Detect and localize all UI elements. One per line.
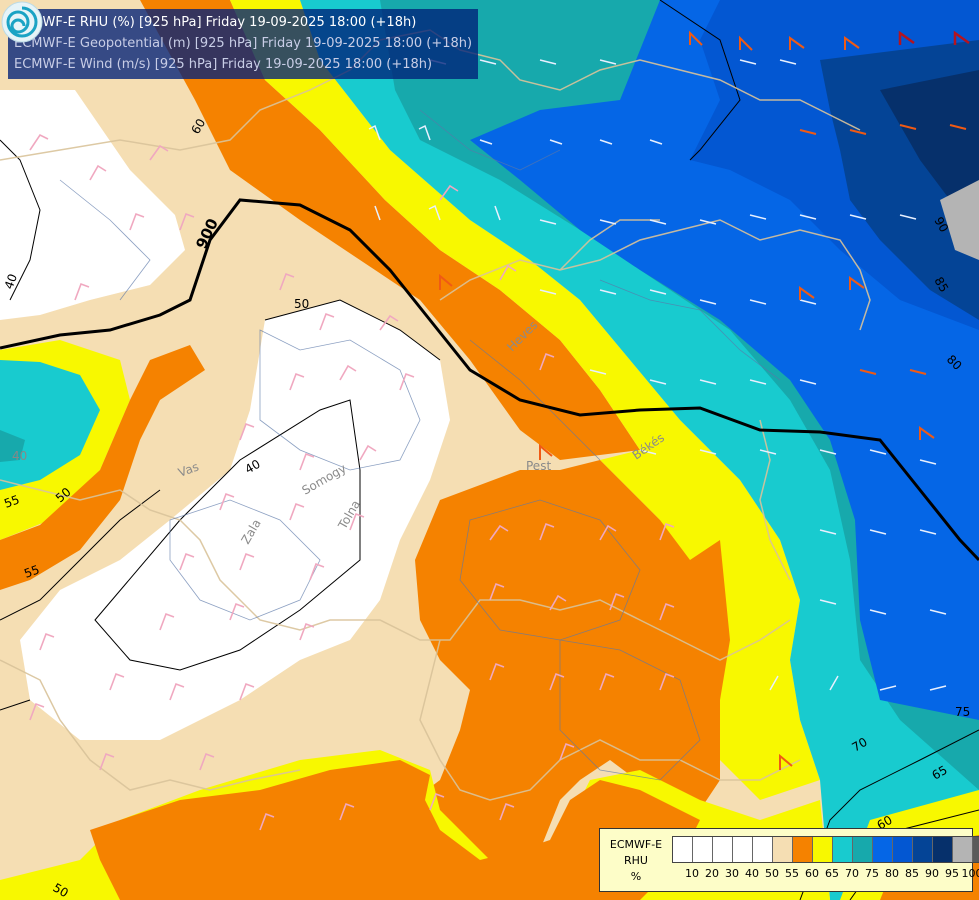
legend-swatch xyxy=(873,837,893,862)
legend-swatch xyxy=(673,837,693,862)
country-border xyxy=(439,219,871,331)
legend-swatches xyxy=(672,836,979,863)
rhu-60-65-bottom xyxy=(90,760,700,900)
county-border xyxy=(599,279,781,381)
county-border xyxy=(259,329,421,471)
county-border xyxy=(459,499,641,641)
legend-swatch xyxy=(853,837,873,862)
county-border xyxy=(419,109,561,171)
legend-swatch xyxy=(793,837,813,862)
map-title-box: ECMWF-E RHU (%) [925 hPa] Friday 19-09-2… xyxy=(8,9,479,79)
contour-label: 50 xyxy=(294,297,309,311)
contour-line xyxy=(0,699,31,711)
contour-label: 55 xyxy=(2,492,21,510)
rhu-95-100-area xyxy=(880,70,979,220)
legend-tick-label: 40 xyxy=(745,867,759,880)
rhu-below-55-area-center xyxy=(20,300,450,740)
legend-tick-label: 70 xyxy=(845,867,859,880)
title-geopotential: ECMWF-E Geopotential (m) [925 hPa] Frida… xyxy=(14,36,473,51)
legend-title-model: ECMWF-E xyxy=(609,838,663,851)
legend-swatch xyxy=(753,837,773,862)
legend-swatch xyxy=(913,837,933,862)
title-wind: ECMWF-E Wind (m/s) [925 hPa] Friday 19-0… xyxy=(14,57,433,72)
legend-title: ECMWF-E RHU % xyxy=(604,837,668,885)
legend-swatch xyxy=(973,837,979,862)
legend-ticks: 10 20 30 40 50 55 60 65 70 75 80 85 90 95100 xyxy=(672,867,979,881)
legend-swatch xyxy=(733,837,753,862)
title-rhu: ECMWF-E RHU (%) [925 hPa] Friday 19-09-2… xyxy=(14,15,417,30)
legend-swatch xyxy=(773,837,793,862)
rhu-60-65-south xyxy=(400,460,730,870)
legend-swatch xyxy=(693,837,713,862)
contour-label: 60 xyxy=(875,813,895,833)
rhu-70-75-west xyxy=(0,360,100,490)
country-border xyxy=(0,29,861,161)
geopotential-900-contour xyxy=(0,198,979,562)
legend-tick-label: 50 xyxy=(765,867,779,880)
rhu-75-80-west xyxy=(0,430,25,462)
wind-barbs-light xyxy=(29,133,675,831)
contour-label: 60 xyxy=(188,116,208,136)
country-border xyxy=(759,419,791,581)
country-border xyxy=(559,219,660,271)
contour-line xyxy=(264,299,441,361)
legend-tick-label: 95 xyxy=(945,867,959,880)
contour-label: 75 xyxy=(955,705,970,719)
county-border xyxy=(169,499,321,621)
contour-label: 55 xyxy=(22,562,41,580)
contour-label: 65 xyxy=(930,763,950,783)
legend-tick-label: 60 xyxy=(805,867,819,880)
contour-label: 70 xyxy=(850,735,870,755)
contour-label: 85 xyxy=(931,275,951,295)
legend-swatch xyxy=(953,837,973,862)
contour-line xyxy=(0,489,161,621)
legend: ECMWF-E RHU % 10 20 30 40 50 55 60 65 70 75 80 85 90… xyxy=(599,828,979,892)
rhu-below-55-area-nw xyxy=(0,90,185,320)
legend-tick-label: 100 xyxy=(961,867,979,880)
place-label: Vas xyxy=(176,460,200,480)
legend-title-var: RHU xyxy=(624,854,648,867)
place-label: Pest xyxy=(526,459,551,473)
ecmwf-logo-icon xyxy=(1,1,43,43)
contour-label: 90 xyxy=(931,215,951,235)
legend-tick-label: 85 xyxy=(905,867,919,880)
legend-tick-label: 10 xyxy=(685,867,699,880)
wind-barbs-max xyxy=(898,30,970,45)
county-border xyxy=(59,179,151,301)
rhu-65-70-band xyxy=(185,0,820,800)
legend-swatch xyxy=(933,837,953,862)
country-border xyxy=(419,639,801,801)
legend-tick-label: 55 xyxy=(785,867,799,880)
rhu-60-65-band xyxy=(140,0,640,460)
rhu-60-65-west xyxy=(0,345,205,590)
legend-tick-label: 80 xyxy=(885,867,899,880)
legend-swatch xyxy=(713,837,733,862)
country-border xyxy=(0,659,301,791)
county-border xyxy=(559,639,701,781)
contour-line xyxy=(0,139,41,301)
contour-label: 50 xyxy=(51,880,71,900)
legend-swatch xyxy=(813,837,833,862)
legend-tick-label: 90 xyxy=(925,867,939,880)
contour-label: 40 xyxy=(243,457,263,477)
contour-label: 40 xyxy=(12,449,27,463)
legend-swatch xyxy=(893,837,913,862)
legend-title-unit: % xyxy=(630,870,642,883)
contour-label: 40 xyxy=(2,272,20,291)
wind-barbs-strong xyxy=(439,30,967,770)
legend-tick-label: 75 xyxy=(865,867,879,880)
legend-tick-label: 30 xyxy=(725,867,739,880)
rhu-grey-area xyxy=(940,180,979,260)
county-border xyxy=(469,339,601,461)
legend-tick-label: 20 xyxy=(705,867,719,880)
legend-swatch xyxy=(833,837,853,862)
contour-line xyxy=(659,0,741,161)
legend-tick-label: 65 xyxy=(825,867,839,880)
country-border xyxy=(0,479,791,661)
